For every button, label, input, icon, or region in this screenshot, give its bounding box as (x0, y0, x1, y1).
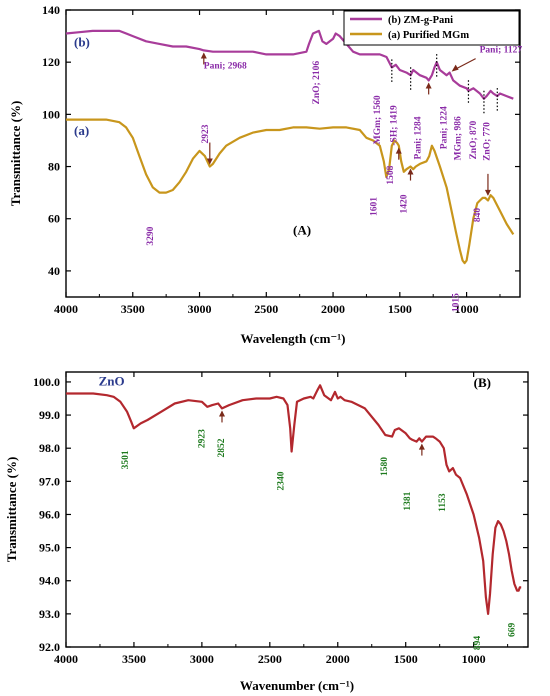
x-tick-label: 3500 (121, 302, 145, 316)
peak-annotation: 2923 (197, 429, 207, 448)
annotation-arrowhead (200, 52, 207, 59)
peak-annotation: Pani; 1284 (414, 116, 424, 159)
peak-annotation: 3290 (146, 226, 156, 245)
y-tick-label: 98.0 (39, 441, 60, 455)
y-tick-label: 92.0 (39, 640, 60, 654)
peak-annotation: 1420 (400, 194, 410, 213)
y-tick-label: 93.0 (39, 607, 60, 621)
peak-annotation: ZnO; 870 (469, 120, 479, 159)
peak-annotation: Pani; 2968 (204, 61, 247, 71)
annotation-arrowhead (218, 410, 225, 417)
series-line-0 (65, 29, 514, 100)
x-tick-label: 2000 (326, 652, 350, 666)
peak-annotation: MGm; 986 (453, 116, 463, 160)
x-tick-label: 2000 (321, 302, 345, 316)
y-tick-label: 100 (42, 107, 60, 121)
y-tick-label: 95.0 (39, 541, 60, 555)
x-tick-label: 1500 (388, 302, 412, 316)
x-tick-label: 4000 (54, 652, 78, 666)
y-tick-label: 100.0 (33, 375, 60, 389)
legend-box (343, 10, 520, 46)
y-tick-label: 120 (42, 55, 60, 69)
annotation-arrowhead (484, 189, 491, 196)
peak-annotation: 2923 (201, 124, 211, 143)
annotation-arrowhead (407, 168, 414, 175)
peak-annotation: 1580 (380, 457, 390, 476)
curve-label: ZnO (99, 373, 125, 388)
curve-label: (a) (74, 123, 89, 138)
x-axis-label: Wavenumber (cm⁻¹) (240, 678, 354, 693)
y-axis-label: Transmittance (%) (8, 101, 23, 207)
peak-annotation: 2852 (217, 438, 227, 457)
legend-entry: (a) Purified MGm (388, 30, 469, 41)
peak-annotation: 840 (473, 208, 483, 223)
x-axis-label: Wavelength (cm⁻¹) (241, 331, 346, 346)
x-tick-label: 1000 (455, 302, 479, 316)
series-line-1 (66, 118, 515, 265)
y-axis-label: Transmittance (%) (4, 457, 19, 563)
curve-label: (b) (74, 35, 90, 50)
x-tick-label: 2500 (254, 302, 278, 316)
peak-annotation: -SH; 1419 (390, 105, 400, 146)
peak-annotation: 894 (473, 636, 483, 651)
annotation-arrowhead (418, 443, 425, 450)
peak-annotation: 1153 (438, 493, 448, 512)
panel-label: (B) (474, 375, 491, 390)
series-line-0 (66, 384, 522, 616)
peak-annotation: ZnO; 770 (482, 122, 492, 161)
y-tick-label: 40 (48, 264, 60, 278)
annotation-arrowhead (395, 147, 402, 154)
annotation-arrowhead (451, 64, 459, 72)
panel-a-chart: 4000 3500 3000 2500 2000 1500 1000 40 60 80 100 120… (8, 3, 522, 346)
y-tick-label: 80 (48, 160, 60, 174)
legend-entry: (b) ZM-g-Pani (388, 15, 453, 26)
panel-b-chart: 4000 3500 3000 2500 2000 1500 1000 92.0 93.0 94.0… (4, 371, 529, 693)
y-tick-label: 60 (48, 212, 60, 226)
peak-annotation: MGm; 1560 (373, 95, 383, 144)
plot-frame (65, 9, 521, 298)
peak-annotation: Pani; 1224 (440, 106, 450, 149)
panel-label: (A) (293, 222, 311, 237)
annotation-arrowhead (425, 82, 432, 89)
peak-annotation: Pani; 1127 (480, 46, 523, 56)
y-tick-label: 99.0 (39, 408, 60, 422)
peak-annotation: 1508 (386, 165, 396, 184)
x-tick-label: 3000 (190, 652, 214, 666)
peak-annotation: 1601 (369, 197, 379, 216)
plot-frame (65, 371, 529, 648)
x-tick-label: 4000 (54, 302, 78, 316)
x-tick-label: 3000 (188, 302, 212, 316)
peak-annotation: 669 (508, 622, 518, 637)
x-tick-label: 2500 (258, 652, 282, 666)
peak-annotation: 3501 (121, 450, 131, 469)
y-tick-label: 97.0 (39, 474, 60, 488)
peak-annotation: ZnO; 2106 (312, 61, 322, 105)
y-tick-label: 96.0 (39, 507, 60, 521)
peak-annotation: 1015 (452, 293, 462, 312)
annotation-arrowhead (206, 158, 213, 165)
peak-annotation: 1381 (403, 491, 413, 510)
y-tick-label: 140 (42, 3, 60, 17)
peak-annotation: 2340 (277, 471, 287, 490)
y-tick-label: 94.0 (39, 574, 60, 588)
x-tick-label: 3500 (122, 652, 146, 666)
x-tick-label: 1000 (462, 652, 486, 666)
x-tick-label: 1500 (394, 652, 418, 666)
